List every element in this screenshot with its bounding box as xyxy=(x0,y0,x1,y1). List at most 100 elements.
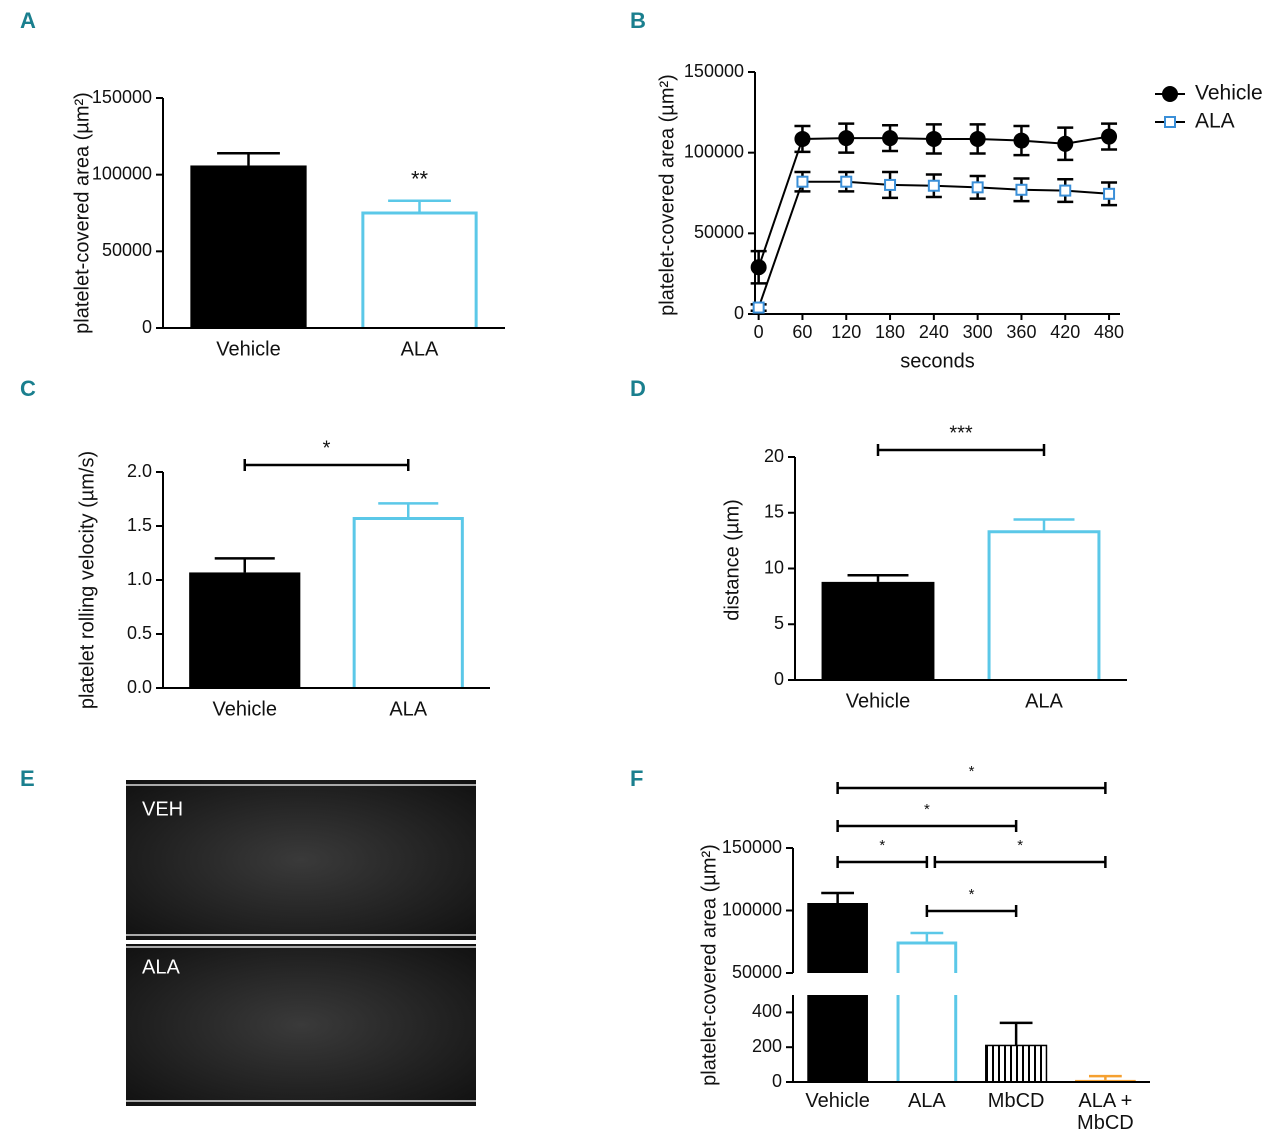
point xyxy=(882,130,899,147)
y-tick-label: 150000 xyxy=(684,61,744,81)
point xyxy=(1101,128,1118,145)
bar xyxy=(189,572,301,688)
point xyxy=(969,130,986,147)
significance-label: * xyxy=(924,801,930,818)
channel-edge xyxy=(126,1100,476,1102)
significance-label: * xyxy=(969,886,975,903)
y-tick-label: 50000 xyxy=(694,222,744,242)
bar xyxy=(821,581,935,680)
y-tick-label: 10 xyxy=(764,557,784,577)
panel-letter: B xyxy=(630,8,646,33)
x-tick-label: ALA xyxy=(389,698,427,720)
micrograph xyxy=(126,780,476,940)
panel-letter: A xyxy=(20,8,36,33)
significance-bracket xyxy=(925,905,1018,917)
x-tick-label: 60 xyxy=(792,322,812,342)
image-label: ALA xyxy=(142,956,180,978)
point xyxy=(796,175,809,188)
significance-label: * xyxy=(1017,837,1023,854)
panel-letter: F xyxy=(630,766,643,791)
bar xyxy=(352,516,464,688)
image-panel: E VEH ALA xyxy=(20,766,476,1106)
bar xyxy=(807,903,868,973)
y-tick-label: 150000 xyxy=(722,837,782,857)
point xyxy=(927,179,940,192)
bar xyxy=(190,165,307,328)
bar xyxy=(1075,1079,1136,1082)
bar xyxy=(361,211,478,328)
y-tick-label: 1.5 xyxy=(127,515,152,535)
legend-marker xyxy=(1162,86,1178,102)
x-tick-label: 240 xyxy=(919,322,949,342)
point xyxy=(884,178,897,191)
y-axis-label: platelet-covered area (µm²) xyxy=(656,74,678,316)
x-tick-label: 360 xyxy=(1006,322,1036,342)
y-axis-label: distance (µm) xyxy=(721,499,743,621)
x-axis-label: seconds xyxy=(900,350,975,372)
bar xyxy=(985,1044,1048,1083)
bar xyxy=(987,530,1101,680)
y-axis-label: platelet-covered area (µm²) xyxy=(71,92,93,334)
significance-label: * xyxy=(323,437,331,459)
panel-letter: E xyxy=(20,766,35,791)
y-tick-label: 0 xyxy=(774,669,784,689)
point xyxy=(971,181,984,194)
x-tick-label: 0 xyxy=(754,322,764,342)
y-axis-label: platelet-covered area (µm²) xyxy=(698,844,720,1086)
x-tick-label: Vehicle xyxy=(213,698,278,720)
point xyxy=(750,259,767,276)
y-tick-label: 5 xyxy=(774,613,784,633)
bar xyxy=(896,941,958,973)
point xyxy=(838,130,855,147)
significance-label: * xyxy=(969,763,975,780)
bar xyxy=(807,995,868,1082)
y-tick-label: 0.5 xyxy=(127,623,152,643)
channel-edge xyxy=(126,946,476,948)
significance-bracket xyxy=(243,459,410,471)
y-tick-label: 150000 xyxy=(92,87,152,107)
point xyxy=(840,175,853,188)
y-tick-label: 100000 xyxy=(722,899,782,919)
significance-bracket xyxy=(836,782,1107,794)
x-tick-label: Vehicle xyxy=(846,690,911,712)
legend-label: Vehicle xyxy=(1195,82,1263,105)
channel-edge xyxy=(126,784,476,786)
x-tick-label: Vehicle xyxy=(805,1090,870,1112)
x-tick-label: ALA xyxy=(1025,690,1063,712)
point xyxy=(1013,132,1030,149)
legend-label: ALA xyxy=(1195,110,1235,133)
image-label: VEH xyxy=(142,798,183,820)
panel-letter: C xyxy=(20,376,36,401)
significance-bracket xyxy=(876,444,1046,456)
y-tick-label: 20 xyxy=(764,446,784,466)
significance-bracket xyxy=(933,856,1107,868)
point xyxy=(925,130,942,147)
panel-letter: D xyxy=(630,376,646,401)
y-axis-label: platelet rolling velocity (µm/s) xyxy=(76,451,98,709)
x-tick-label: ALA + MbCD xyxy=(1077,1090,1134,1134)
y-tick-label: 0 xyxy=(772,1071,782,1091)
point xyxy=(794,130,811,147)
x-tick-label: MbCD xyxy=(987,1090,1045,1112)
y-tick-label: 0.0 xyxy=(127,677,152,697)
line xyxy=(757,135,1110,268)
x-tick-label: ALA xyxy=(401,338,439,360)
point xyxy=(1059,184,1072,197)
y-tick-label: 15 xyxy=(764,502,784,522)
x-tick-label: 480 xyxy=(1094,322,1124,342)
y-tick-label: 1.0 xyxy=(127,569,152,589)
significance-label: *** xyxy=(949,422,973,444)
x-tick-label: Vehicle xyxy=(216,338,281,360)
line xyxy=(757,180,1110,308)
y-tick-label: 100000 xyxy=(92,163,152,183)
point xyxy=(752,301,765,314)
significance-bracket xyxy=(836,820,1018,832)
annotation: ** xyxy=(411,167,429,192)
x-tick-label: 120 xyxy=(831,322,861,342)
y-tick-label: 200 xyxy=(752,1036,782,1056)
significance-label: * xyxy=(879,837,885,854)
y-tick-label: 0 xyxy=(734,303,744,323)
micrograph xyxy=(126,944,476,1106)
y-tick-label: 50000 xyxy=(732,962,782,982)
